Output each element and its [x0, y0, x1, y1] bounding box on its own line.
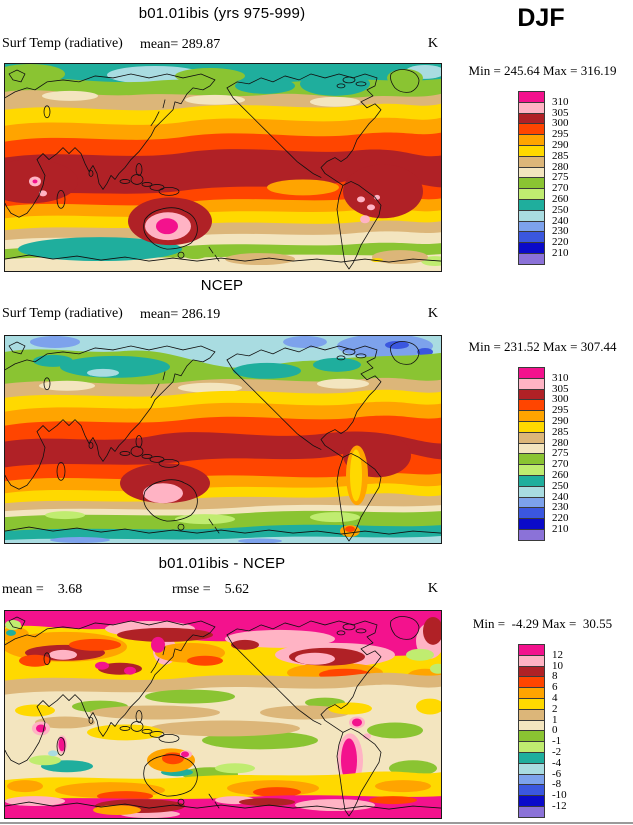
map-model: [4, 63, 442, 272]
legend-tick-label: 310: [552, 371, 569, 384]
legend-tick-label: 295: [552, 128, 569, 141]
panel1-minmax: Min = 245.64 Max = 316.19: [468, 63, 617, 78]
panel2-title: NCEP: [200, 277, 244, 294]
legend-tick-label: -12: [552, 800, 567, 812]
legend-tick-label: 230: [552, 501, 569, 514]
legend-tick-label: 285: [552, 425, 569, 438]
legend-tick-label: 230: [552, 225, 569, 238]
colorbar-diff: 12 10 8 6 4 2 1 0 -1 -2 -4 -6 -8 -10 -12: [518, 644, 628, 818]
map-diff-svg: [5, 611, 441, 818]
legend-swatch: [518, 806, 545, 818]
temperature-field: [5, 336, 441, 543]
legend-tick-label: 4: [552, 692, 558, 704]
legend-tick-label: 210: [552, 247, 569, 259]
panel2-variable-label: Surf Temp (radiative): [2, 306, 123, 321]
legend-tick-label: 305: [552, 382, 569, 395]
legend-tick-label: 275: [552, 447, 569, 460]
panel2-mean-value: mean= 286.19: [140, 307, 221, 322]
legend-swatch: [518, 529, 545, 541]
legend-tick-label: 6: [552, 681, 558, 694]
panel1-variable-label: Surf Temp (radiative): [2, 36, 123, 51]
legend-tick-label: 240: [552, 490, 569, 503]
panel3-rmse-value: rmse = 5.62: [172, 582, 250, 597]
map-ncep-svg: [5, 336, 441, 543]
legend-tick-label: 280: [552, 436, 569, 449]
legend-tick-label: 220: [552, 512, 569, 525]
legend-tick-label: -6: [552, 767, 562, 780]
legend-tick-label: 300: [552, 393, 569, 406]
legend-tick-label: 305: [552, 106, 569, 119]
legend-tick-label: -10: [552, 789, 567, 802]
page-bottom-rule: [0, 822, 633, 824]
legend-tick-label: 295: [552, 404, 569, 417]
legend-tick-label: 285: [552, 149, 569, 162]
legend-tick-label: 290: [552, 415, 569, 427]
legend-tick-label: -4: [552, 756, 562, 769]
legend-tick-label: 0: [552, 724, 558, 737]
map-diff: [4, 610, 442, 819]
panel3-minmax: Min = -4.29 Max = 30.55: [472, 616, 613, 631]
legend-tick-label: -2: [552, 746, 562, 758]
legend-tick-label: 220: [552, 236, 569, 249]
legend-tick-label: 1: [552, 713, 558, 726]
panel1-mean-value: mean= 289.87: [140, 37, 221, 52]
legend-tick-label: 270: [552, 458, 569, 471]
legend-tick-label: 260: [552, 193, 569, 205]
legend-tick-label: 10: [552, 659, 563, 672]
legend-tick-label: 260: [552, 469, 569, 481]
panel2-subhead: Surf Temp (radiative) mean= 286.19 K: [0, 306, 440, 324]
panel3-stats: mean = 3.68 rmse = 5.62 K: [0, 581, 440, 599]
panel3-mean-value: mean = 3.68: [2, 582, 83, 597]
legend-tick-label: 270: [552, 182, 569, 195]
map-model-svg: [5, 64, 441, 271]
legend-tick-label: 310: [552, 95, 569, 108]
legend-tick-label: 290: [552, 139, 569, 151]
season-label: DJF: [517, 4, 565, 32]
legend-tick-label: 2: [552, 702, 558, 715]
colorbar-ncep: 310 305 300 295 290 285 280 275 270 260 250 240 230 2…: [518, 367, 628, 541]
legend-tick-label: 275: [552, 171, 569, 184]
panel2-minmax: Min = 231.52 Max = 307.44: [468, 339, 617, 354]
temperature-field: [5, 64, 441, 271]
legend-tick-label: 250: [552, 479, 569, 492]
panel3-units-label: K: [427, 581, 438, 596]
legend-tick-label: 250: [552, 203, 569, 216]
legend-tick-label: -1: [552, 735, 562, 748]
legend-tick-label: 12: [552, 648, 563, 661]
legend-tick-label: 210: [552, 523, 569, 535]
panel3-title: b01.01ibis - NCEP: [158, 555, 286, 572]
panel1-units-label: K: [427, 36, 438, 51]
colorbar-model: 310 305 300 295 290 285 280 275 270 260 250 240 230 2…: [518, 91, 628, 265]
panel1-subhead: Surf Temp (radiative) mean= 289.87 K: [0, 36, 440, 54]
legend-tick-label: 8: [552, 670, 558, 683]
legend-tick-label: -8: [552, 778, 562, 791]
legend-tick-label: 300: [552, 117, 569, 130]
panel2-units-label: K: [427, 306, 438, 321]
map-ncep: [4, 335, 442, 544]
temperature-difference-field: [5, 611, 441, 818]
legend-swatch: [518, 253, 545, 265]
legend-tick-label: 240: [552, 214, 569, 227]
legend-tick-label: 280: [552, 160, 569, 173]
panel1-title: b01.01ibis (yrs 975-999): [138, 5, 306, 22]
